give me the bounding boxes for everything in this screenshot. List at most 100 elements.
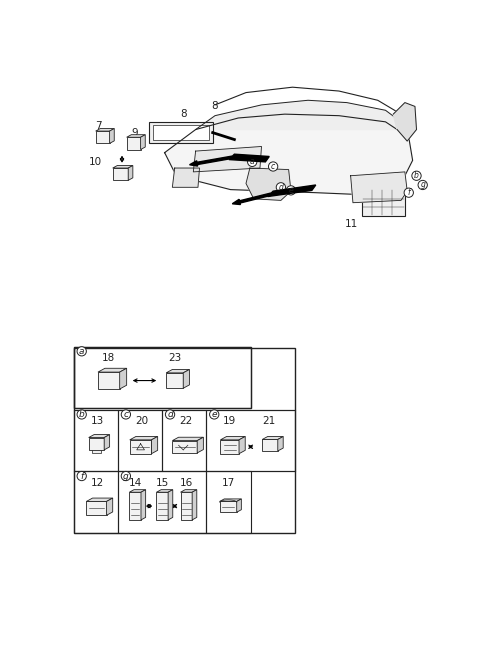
Text: b: b xyxy=(79,410,84,419)
Polygon shape xyxy=(86,498,113,501)
Polygon shape xyxy=(89,438,104,450)
Polygon shape xyxy=(220,501,237,512)
Circle shape xyxy=(77,346,86,356)
Polygon shape xyxy=(237,499,241,512)
Polygon shape xyxy=(180,489,197,492)
FancyArrowPatch shape xyxy=(134,379,155,382)
Text: 7: 7 xyxy=(96,121,102,131)
Text: a: a xyxy=(79,347,84,356)
Circle shape xyxy=(121,410,131,419)
Polygon shape xyxy=(393,102,417,141)
FancyArrow shape xyxy=(232,193,271,205)
FancyArrowPatch shape xyxy=(173,504,177,508)
Polygon shape xyxy=(229,154,269,162)
Text: 16: 16 xyxy=(180,478,193,487)
Polygon shape xyxy=(141,134,145,150)
Polygon shape xyxy=(96,129,114,131)
Polygon shape xyxy=(120,368,127,389)
Polygon shape xyxy=(113,165,133,168)
Text: 17: 17 xyxy=(222,478,235,487)
Circle shape xyxy=(77,472,86,481)
FancyArrowPatch shape xyxy=(120,157,124,162)
Polygon shape xyxy=(109,129,114,144)
Polygon shape xyxy=(166,373,183,388)
Polygon shape xyxy=(220,499,241,501)
Text: 12: 12 xyxy=(91,478,104,487)
Text: c: c xyxy=(123,410,128,419)
Polygon shape xyxy=(165,114,413,195)
Text: d: d xyxy=(278,183,283,192)
Text: e: e xyxy=(212,410,217,419)
Polygon shape xyxy=(172,168,200,188)
Text: 8: 8 xyxy=(212,102,218,112)
Polygon shape xyxy=(246,168,291,200)
Text: 11: 11 xyxy=(345,219,359,229)
Circle shape xyxy=(276,182,286,192)
Polygon shape xyxy=(172,438,204,441)
Text: 23: 23 xyxy=(168,353,181,363)
Text: b: b xyxy=(414,171,419,180)
Text: c: c xyxy=(271,162,275,171)
Polygon shape xyxy=(262,440,278,451)
FancyArrow shape xyxy=(190,156,232,166)
Text: d: d xyxy=(167,410,173,419)
Text: f: f xyxy=(408,188,410,197)
Text: 15: 15 xyxy=(156,478,169,487)
Bar xyxy=(153,125,209,140)
Text: 19: 19 xyxy=(223,416,236,426)
Text: 10: 10 xyxy=(88,157,101,167)
Polygon shape xyxy=(180,492,192,520)
FancyArrowPatch shape xyxy=(249,445,252,449)
Circle shape xyxy=(210,410,219,419)
Polygon shape xyxy=(107,498,113,516)
Bar xyxy=(74,410,118,472)
Polygon shape xyxy=(268,185,316,197)
Polygon shape xyxy=(86,501,107,516)
Polygon shape xyxy=(130,440,152,454)
Polygon shape xyxy=(152,436,157,454)
Polygon shape xyxy=(96,131,109,144)
Circle shape xyxy=(286,186,296,195)
Polygon shape xyxy=(220,436,245,440)
Polygon shape xyxy=(350,172,407,203)
Bar xyxy=(74,346,251,408)
Polygon shape xyxy=(156,492,168,520)
Polygon shape xyxy=(130,436,157,440)
Bar xyxy=(118,410,162,472)
Polygon shape xyxy=(197,438,204,453)
Polygon shape xyxy=(98,368,127,372)
Circle shape xyxy=(268,162,278,171)
Polygon shape xyxy=(183,369,190,388)
Polygon shape xyxy=(166,369,190,373)
Text: f: f xyxy=(80,472,83,481)
Polygon shape xyxy=(89,434,109,438)
Text: g: g xyxy=(123,472,129,481)
Text: 18: 18 xyxy=(102,353,116,363)
Bar xyxy=(206,472,251,533)
Bar xyxy=(162,410,206,472)
Polygon shape xyxy=(104,434,109,450)
Circle shape xyxy=(248,157,257,167)
Polygon shape xyxy=(128,165,133,180)
Circle shape xyxy=(77,410,86,419)
Circle shape xyxy=(121,472,131,481)
Polygon shape xyxy=(278,436,283,451)
Polygon shape xyxy=(196,100,409,137)
Text: 22: 22 xyxy=(179,416,192,426)
Text: 21: 21 xyxy=(262,416,275,426)
Bar xyxy=(149,122,213,144)
Bar xyxy=(118,472,206,533)
Text: g: g xyxy=(420,180,425,190)
Polygon shape xyxy=(262,436,283,440)
Text: 8: 8 xyxy=(180,109,187,119)
Polygon shape xyxy=(130,489,145,492)
Circle shape xyxy=(404,188,413,197)
Polygon shape xyxy=(156,489,173,492)
Polygon shape xyxy=(193,146,262,172)
Text: 20: 20 xyxy=(135,416,148,426)
Bar xyxy=(74,472,118,533)
Text: 13: 13 xyxy=(91,416,104,426)
Polygon shape xyxy=(239,436,245,454)
Bar xyxy=(206,410,295,472)
Polygon shape xyxy=(98,372,120,389)
